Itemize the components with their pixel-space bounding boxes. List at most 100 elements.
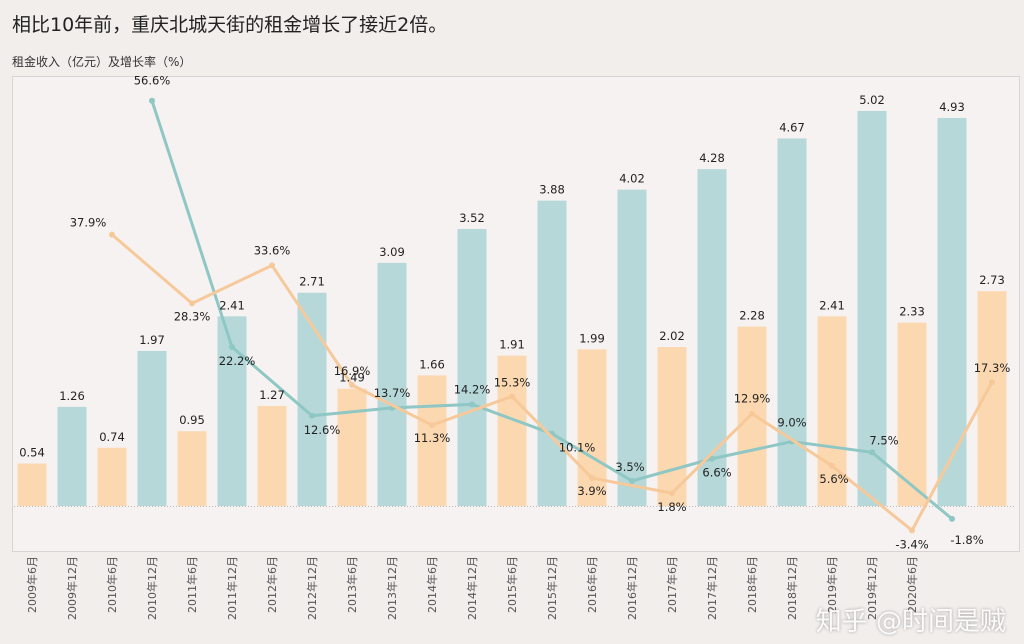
growth-december-label: 10.1% <box>559 441 596 455</box>
revenue-bar <box>577 349 607 506</box>
growth-line-december-point <box>309 412 315 419</box>
x-tick-label: 2016年12月 <box>625 556 639 620</box>
growth-line-june-point <box>989 379 995 386</box>
revenue-bar <box>257 406 287 506</box>
growth-line-june-point <box>269 262 275 269</box>
x-tick-label: 2014年6月 <box>425 556 439 613</box>
revenue-bar <box>897 322 927 506</box>
revenue-bar <box>137 350 167 506</box>
x-tick-label: 2018年12月 <box>785 556 799 620</box>
bar-value-label: 4.28 <box>699 151 725 165</box>
growth-line-june <box>111 233 994 532</box>
x-tick-label: 2019年12月 <box>865 556 879 620</box>
growth-line-june-point <box>909 527 915 534</box>
revenue-bar <box>177 431 207 506</box>
x-tick-label: 2017年12月 <box>705 556 719 620</box>
growth-june-label: 11.3% <box>414 431 451 445</box>
bar-value-label: 0.54 <box>19 446 45 460</box>
x-tick-label: 2018年6月 <box>745 556 759 613</box>
x-tick-label: 2010年12月 <box>145 556 159 620</box>
bar-value-label: 1.91 <box>499 338 525 352</box>
bar-value-label: 2.71 <box>299 275 325 289</box>
growth-line-june-point <box>669 490 675 497</box>
revenue-bar <box>337 388 367 506</box>
revenue-bar <box>377 262 407 506</box>
revenue-bar <box>857 110 887 507</box>
bar-value-label: 3.09 <box>379 245 405 259</box>
growth-june-label: 5.6% <box>819 472 848 486</box>
bar-value-label: 4.93 <box>939 100 965 114</box>
revenue-bar <box>17 463 47 506</box>
growth-line-june-point <box>589 475 595 482</box>
bar-value-label: 2.02 <box>659 329 685 343</box>
growth-december-label: 6.6% <box>702 466 731 480</box>
chart-subtitle: 租金收入（亿元）及增长率（%） <box>12 55 192 69</box>
growth-june-label: 3.9% <box>577 484 606 498</box>
bar-value-label: 2.41 <box>219 298 245 312</box>
growth-line-june-point <box>429 422 435 429</box>
bar-value-label: 1.99 <box>579 331 605 345</box>
revenue-bar <box>777 138 807 506</box>
revenue-bar <box>937 118 967 506</box>
bar-value-label: 4.02 <box>619 172 645 186</box>
x-tick-label: 2012年12月 <box>305 556 319 620</box>
growth-line-june-point <box>749 410 755 417</box>
growth-line-december-point <box>949 515 955 522</box>
growth-line-december-point <box>629 477 635 484</box>
growth-december-label: 14.2% <box>454 382 491 396</box>
x-tick-label: 2017年6月 <box>665 556 679 613</box>
bar-value-label: 0.74 <box>99 430 125 444</box>
x-tick-label: 2015年12月 <box>545 556 559 620</box>
x-tick-label: 2014年12月 <box>465 556 479 620</box>
growth-december-label: 7.5% <box>869 433 898 447</box>
bar-value-label: 2.73 <box>979 273 1005 287</box>
x-tick-label: 2011年12月 <box>225 556 239 620</box>
revenue-bar <box>537 200 567 507</box>
growth-line-december-point <box>709 455 715 462</box>
growth-june-label: 33.6% <box>254 243 291 257</box>
growth-line-december-point <box>869 449 875 456</box>
growth-line-june-point <box>509 393 515 400</box>
bar-value-label: 4.67 <box>779 120 805 134</box>
growth-december-label: -1.8% <box>950 533 983 547</box>
bar-value-label: 0.95 <box>179 413 205 427</box>
growth-june-label: 15.3% <box>494 375 531 389</box>
x-tick-label: 2013年6月 <box>345 556 359 613</box>
revenue-bar <box>97 447 127 506</box>
x-tick-label: 2016年6月 <box>585 556 599 613</box>
growth-june-label: 12.9% <box>734 392 771 406</box>
bar-value-label: 1.49 <box>339 371 365 385</box>
growth-line-december-point <box>229 344 235 351</box>
bar-value-label: 3.52 <box>459 211 485 225</box>
growth-line-june-point <box>109 231 115 238</box>
bar-value-label: 1.27 <box>259 388 285 402</box>
growth-line-june-point <box>829 462 835 469</box>
revenue-bar <box>417 375 447 506</box>
growth-december-label: 12.6% <box>304 423 341 437</box>
growth-june-label: 1.8% <box>657 500 686 514</box>
bar-value-label: 2.33 <box>899 305 925 319</box>
x-tick-label: 2011年6月 <box>185 556 199 613</box>
revenue-bar <box>657 347 687 506</box>
x-tick-label: 2015年6月 <box>505 556 519 613</box>
growth-december-label: 56.6% <box>134 74 171 88</box>
revenue-bar <box>297 292 327 506</box>
bar-value-label: 2.41 <box>819 298 845 312</box>
growth-december-label: 9.0% <box>777 416 806 430</box>
bar-value-label: 1.26 <box>59 389 85 403</box>
growth-june-label: -3.4% <box>895 537 928 551</box>
revenue-bar <box>457 228 487 506</box>
bar-value-label: 1.97 <box>139 333 165 347</box>
growth-june-label: 17.3% <box>974 361 1011 375</box>
revenue-bar <box>617 189 647 506</box>
chart-title: 相比10年前，重庆北城天街的租金增长了接近2倍。 <box>12 14 448 36</box>
growth-december-label: 22.2% <box>219 354 256 368</box>
growth-line-june-point <box>349 381 355 388</box>
zhihu-watermark: 知乎 @时间是贼 <box>815 607 1006 637</box>
bar-value-label: 1.66 <box>419 357 445 371</box>
revenue-bar <box>57 406 87 506</box>
growth-june-label: 28.3% <box>174 309 211 323</box>
growth-june-label: 37.9% <box>70 216 107 230</box>
x-tick-label: 2019年6月 <box>825 556 839 613</box>
